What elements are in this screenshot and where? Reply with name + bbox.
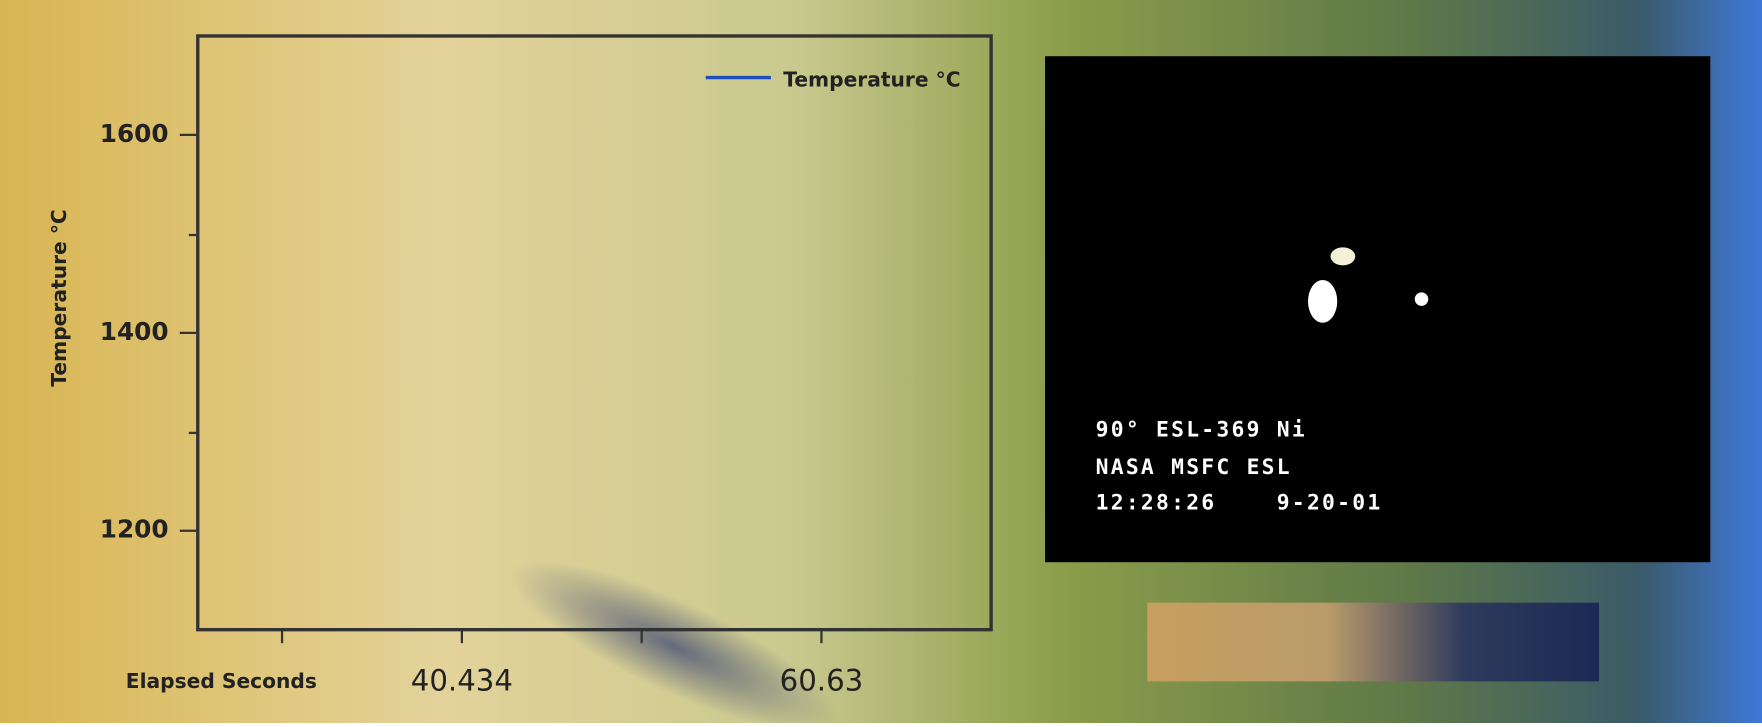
y-tick-label: 1200 [100, 515, 169, 544]
legend-label: Temperature °C [783, 67, 960, 91]
video-frame [1045, 56, 1711, 563]
x-tick-label: 60.63 [780, 664, 864, 698]
video-caption: 12:28:26 9-20-01 [1096, 491, 1383, 516]
y-axis-label: Temperature °C [47, 209, 71, 386]
background-streak [510, 560, 839, 727]
video-caption: 90° ESL-369 Ni [1096, 418, 1307, 443]
x-tick-label: 40.434 [411, 664, 513, 698]
color-bar [1147, 602, 1600, 682]
y-tick-label: 1400 [100, 317, 169, 346]
y-tick-label: 1600 [100, 119, 169, 148]
video-caption: NASA MSFC ESL [1096, 455, 1292, 480]
droplet [1414, 292, 1429, 306]
droplet [1308, 279, 1338, 323]
droplet [1330, 247, 1356, 266]
x-axis-label: Elapsed Seconds [126, 669, 317, 693]
